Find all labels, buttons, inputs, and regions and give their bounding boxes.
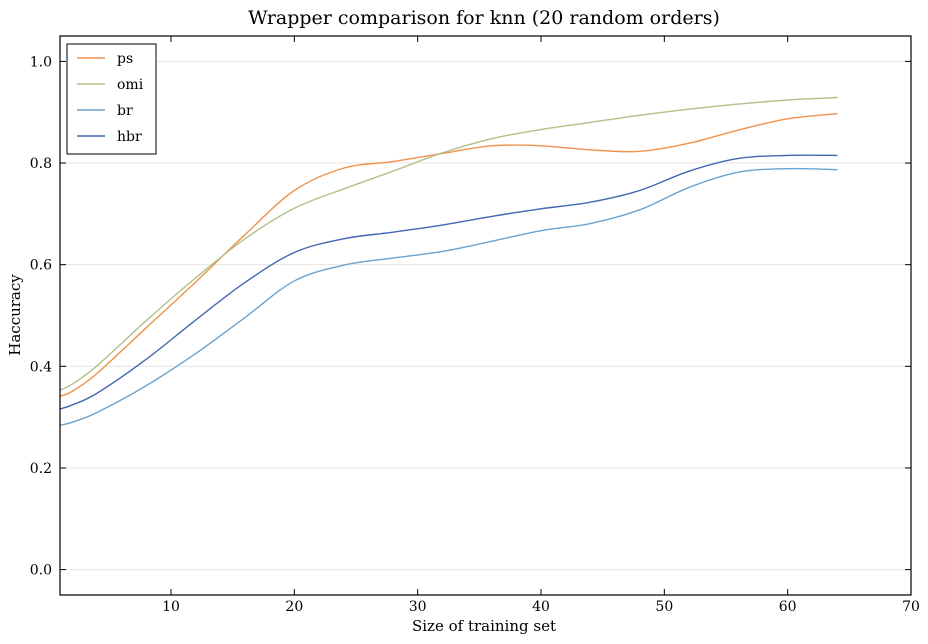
x-tick-label: 50: [655, 599, 673, 615]
x-tick-label: 40: [532, 599, 550, 615]
x-tick-label: 10: [162, 599, 180, 615]
y-tick-label: 0.0: [30, 563, 52, 579]
y-tick-label: 0.2: [30, 461, 52, 477]
x-axis-label: Size of training set: [412, 617, 556, 635]
series-line-ps: [59, 113, 838, 397]
y-tick-label: 0.6: [30, 258, 52, 274]
y-tick-label: 0.8: [30, 156, 52, 172]
series-lines: [59, 96, 838, 426]
series-line-hbr: [59, 154, 838, 410]
legend: ps omi br hbr: [66, 43, 157, 155]
x-tick-label: 70: [902, 599, 920, 615]
legend-label-br: br: [117, 103, 133, 119]
x-tick-label: 30: [409, 599, 427, 615]
legend-label-omi: omi: [117, 77, 144, 93]
x-tick-label: 20: [285, 599, 303, 615]
plot-frame: [59, 35, 912, 596]
y-tick-label: 1.0: [30, 54, 52, 70]
legend-label-ps: ps: [117, 51, 133, 67]
legend-label-hbr: hbr: [117, 129, 142, 145]
y-axis-label: Haccuracy: [6, 274, 24, 356]
series-line-br: [59, 167, 838, 426]
series-line-omi: [59, 96, 838, 391]
grid-lines: [60, 60, 911, 571]
legend-box: [66, 43, 157, 155]
chart-title: Wrapper comparison for knn (20 random or…: [248, 7, 720, 29]
y-tick-label: 0.4: [30, 359, 52, 375]
x-tick-label: 60: [779, 599, 797, 615]
axis-ticks: 10 20 30 40 50 60 70 0.0 0.2 0.4 0.6 0.8 1.0: [30, 36, 920, 615]
